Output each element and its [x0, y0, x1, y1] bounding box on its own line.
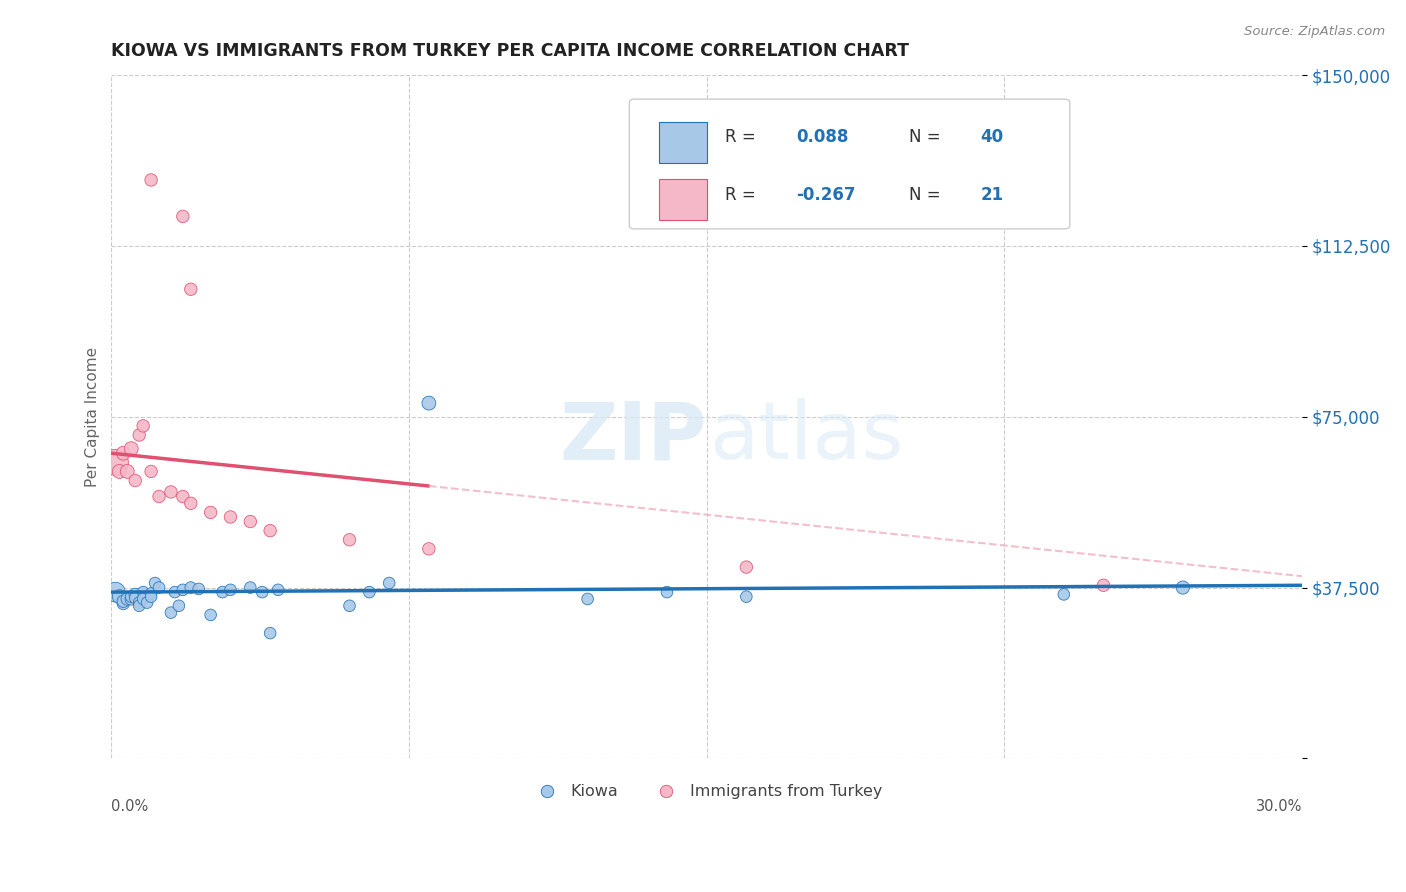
Point [180, 581, 202, 595]
Point [180, 282, 202, 296]
Point [128, 599, 150, 613]
Point [359, 585, 381, 599]
Legend: Kiowa, Immigrants from Turkey: Kiowa, Immigrants from Turkey [524, 777, 889, 805]
Point [124, 591, 146, 605]
Point [418, 541, 440, 556]
Point [160, 484, 183, 499]
Point [128, 596, 150, 610]
Text: R =: R = [724, 128, 761, 146]
Point [239, 515, 262, 529]
FancyBboxPatch shape [659, 121, 707, 162]
Text: ZIP: ZIP [560, 398, 707, 476]
Point [112, 597, 135, 611]
Point [259, 524, 281, 538]
Point [200, 505, 222, 519]
Point [139, 590, 162, 604]
Point [124, 587, 146, 601]
Text: atlas: atlas [709, 398, 904, 476]
Point [139, 173, 162, 187]
Point [148, 490, 170, 504]
Point [418, 396, 440, 410]
Point [120, 591, 142, 606]
Point [160, 606, 183, 620]
Point [139, 465, 162, 479]
Point [339, 599, 361, 613]
Point [132, 418, 155, 433]
Point [136, 596, 159, 610]
Point [148, 581, 170, 595]
Point [112, 446, 135, 460]
Y-axis label: Per Capita Income: Per Capita Income [86, 347, 100, 487]
Point [239, 581, 262, 595]
Point [163, 585, 186, 599]
Point [104, 455, 127, 469]
Point [167, 599, 190, 613]
Point [735, 560, 758, 574]
Text: KIOWA VS IMMIGRANTS FROM TURKEY PER CAPITA INCOME CORRELATION CHART: KIOWA VS IMMIGRANTS FROM TURKEY PER CAPI… [111, 42, 910, 60]
Point [200, 607, 222, 622]
FancyBboxPatch shape [659, 179, 707, 220]
Point [128, 428, 150, 442]
Point [108, 590, 131, 604]
Point [172, 582, 194, 597]
Point [120, 442, 142, 456]
Point [1092, 578, 1115, 592]
Point [180, 496, 202, 510]
Point [132, 585, 155, 599]
Point [219, 510, 242, 524]
Point [172, 210, 194, 224]
Point [139, 586, 162, 600]
Point [187, 582, 209, 596]
Point [250, 585, 273, 599]
Point [219, 582, 242, 597]
Point [267, 582, 290, 597]
Point [120, 590, 142, 604]
Point [143, 576, 166, 591]
Text: Source: ZipAtlas.com: Source: ZipAtlas.com [1244, 25, 1385, 38]
Text: 0.0%: 0.0% [111, 799, 149, 814]
Point [132, 591, 155, 606]
Text: R =: R = [724, 186, 761, 204]
Point [172, 490, 194, 504]
Point [112, 594, 135, 608]
FancyBboxPatch shape [630, 99, 1070, 229]
Text: 30.0%: 30.0% [1256, 799, 1302, 814]
Point [735, 590, 758, 604]
Point [104, 585, 127, 599]
Text: N =: N = [910, 128, 946, 146]
Point [117, 591, 139, 606]
Point [1171, 581, 1194, 595]
Point [211, 585, 233, 599]
Point [378, 576, 401, 591]
Point [339, 533, 361, 547]
Point [1053, 587, 1076, 601]
Text: -0.267: -0.267 [796, 186, 855, 204]
Text: N =: N = [910, 186, 946, 204]
Text: 40: 40 [980, 128, 1004, 146]
Point [655, 585, 678, 599]
Point [259, 626, 281, 640]
Point [124, 474, 146, 488]
Text: 21: 21 [980, 186, 1004, 204]
Text: 0.088: 0.088 [796, 128, 848, 146]
Point [108, 465, 131, 479]
Point [576, 591, 599, 606]
Point [117, 465, 139, 479]
